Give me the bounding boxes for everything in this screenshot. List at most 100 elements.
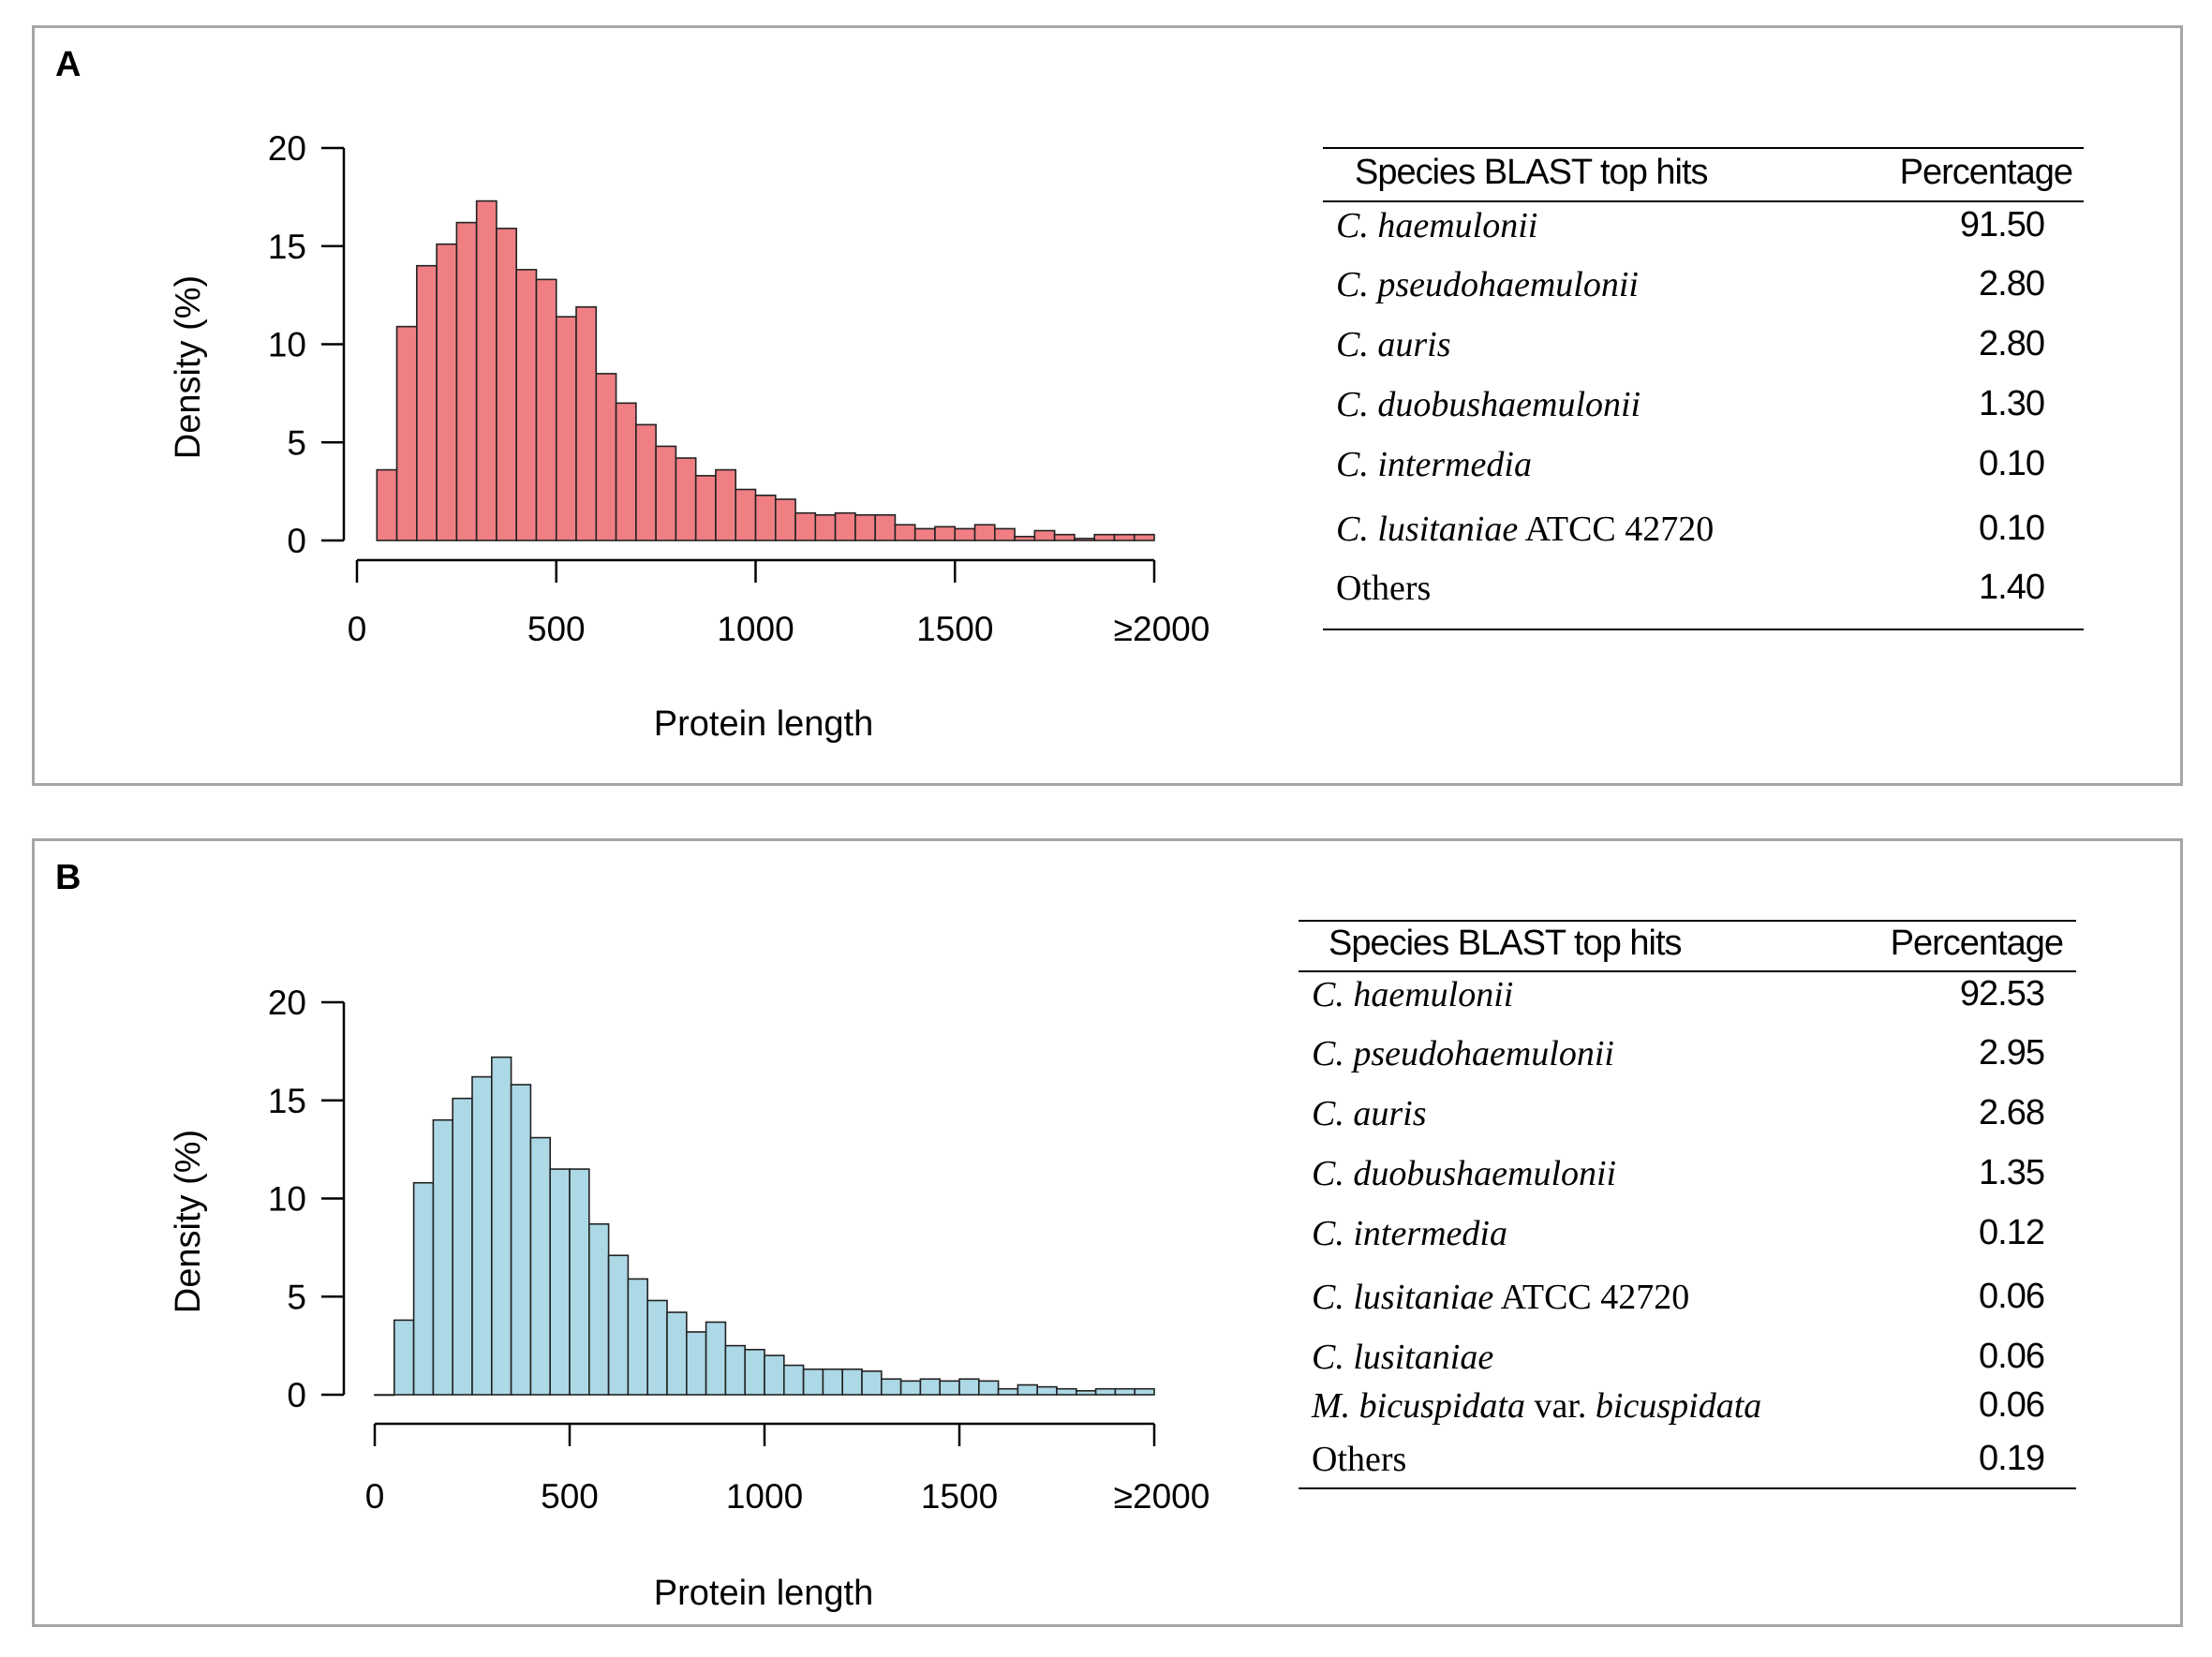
y-axis-title: Density (%) [169,275,208,459]
histogram-bar [412,1181,435,1396]
species-plain: var. [1524,1386,1596,1426]
header-species: Species BLAST top hits [1329,924,1683,963]
species-name: C. auris [1336,324,1450,365]
table-bottom-rule [1323,629,2084,630]
table-row: C. lusitaniae ATCC 42720 0.06 [1299,1277,2076,1324]
x-tick-label: 1000 [717,610,794,648]
histogram-bar [436,243,458,541]
table-header: Species BLAST top hits Percentage [1323,147,2084,202]
percentage-value: 2.80 [1979,264,2045,303]
histogram-bar [1036,1385,1058,1396]
table-row: C. auris 2.68 [1299,1093,2076,1140]
histogram-bar [635,423,657,541]
table-bottom-rule [1299,1487,2076,1489]
percentage-value: 2.95 [1979,1033,2045,1073]
percentage-value: 2.80 [1979,324,2045,363]
species-name: Others [1336,568,1431,609]
species-plain: ATCC 42720 [1493,1278,1690,1317]
percentage-value: 1.35 [1979,1153,2045,1192]
histogram-bar [452,1097,473,1396]
histogram-bar [919,1378,942,1396]
species-name: C. pseudohaemulonii [1312,1033,1614,1074]
species-italic: C. lusitaniae [1336,510,1519,549]
histogram-bar [861,1370,883,1396]
table-row: Others 1.40 [1323,568,2084,614]
histogram-bar [834,511,856,541]
histogram-bar [977,1380,1000,1396]
histogram-bar [575,305,598,541]
histogram-bar [774,498,796,541]
species-italic: C. intermedia [1336,445,1532,484]
table-row: C. lusitaniae 0.06 [1299,1337,2076,1383]
species-italic: C. auris [1312,1094,1427,1133]
species-name: C. auris [1312,1093,1426,1134]
species-name: C. intermedia [1336,444,1532,485]
histogram-bar [666,1311,688,1396]
histogram-bar [587,1222,610,1396]
histogram-bar [529,1136,552,1396]
x-axis-title: Protein length [654,704,874,744]
table-row: C. auris 2.80 [1323,324,2084,371]
histogram-bar [607,1254,630,1396]
panel-a: A 0 5 10 15 20 0 500 1000 1500 ≥2000 Protein lengt… [32,25,2183,786]
histogram-bar [934,525,957,541]
panel-label: A [55,45,82,84]
species-name: C. pseudohaemulonii [1336,264,1639,305]
x-tick-label: 1500 [921,1477,998,1516]
y-tick-label: 0 [287,1376,306,1414]
header-species: Species BLAST top hits [1355,153,1709,192]
histogram-bar [1056,1387,1077,1396]
histogram-bar [535,278,557,541]
histogram-chart: 0 5 10 15 20 0 500 1000 1500 ≥2000 Protein length D… [169,984,1210,1613]
x-tick-label: 1000 [726,1477,803,1516]
percentage-value: 0.10 [1979,444,2045,483]
histogram-bar [627,1278,649,1396]
percentage-value: 0.10 [1979,509,2045,548]
histogram-bar [515,269,538,541]
histogram-bar [997,1387,1019,1396]
y-tick-label: 20 [268,129,306,168]
species-plain: Others [1336,569,1432,608]
table-row: Others 0.19 [1299,1439,2076,1486]
species-name: C. haemulonii [1312,974,1513,1015]
percentage-value: 1.30 [1979,384,2045,423]
histogram-bar [913,527,936,541]
histogram-bar [724,1344,747,1396]
species-italic: C. intermedia [1312,1214,1507,1253]
species-name: M. bicuspidata var. bicuspidata [1312,1385,1761,1427]
histogram-bar [854,513,876,541]
blast-table: Species BLAST top hits Percentage C. hae… [1323,147,2084,672]
header-percentage: Percentage [1890,924,2064,963]
histogram-bar [416,264,438,541]
species-name: C. duobushaemulonii [1336,384,1640,425]
histogram-bar [715,468,737,541]
table-row: C. pseudohaemulonii 2.80 [1323,264,2084,311]
histogram-bar [549,1168,571,1396]
species-name: C. duobushaemulonii [1312,1153,1616,1194]
histogram-bar [432,1118,453,1396]
histogram-bar [744,1349,765,1396]
species-italic: C. duobushaemulonii [1336,385,1641,424]
histogram-bar [1033,529,1056,541]
histogram-bar [490,1056,512,1396]
table-row: C. pseudohaemulonii 2.95 [1299,1033,2076,1080]
species-name: C. lusitaniae ATCC 42720 [1336,509,1714,550]
species-name: C. intermedia [1312,1213,1507,1254]
percentage-value: 0.06 [1979,1277,2045,1316]
species-name: C. haemulonii [1336,205,1537,246]
histogram-chart: 0 5 10 15 20 0 500 1000 1500 ≥2000 Protein length D… [169,129,1210,744]
histogram-bar [376,468,398,541]
y-tick-label: 10 [268,1180,306,1219]
histogram-bar [1133,533,1155,541]
histogram-bar [973,524,996,541]
histogram-bar [471,1075,493,1396]
histogram-bar [899,1380,922,1396]
table-row: C. intermedia 0.12 [1299,1213,2076,1260]
species-italic: C. pseudohaemulonii [1312,1034,1614,1073]
species-italic: C. duobushaemulonii [1312,1154,1617,1193]
histogram-bars [374,1056,1155,1397]
histogram-bar [694,475,717,541]
x-tick-label: ≥2000 [1114,1477,1210,1516]
histogram-bar [1076,1390,1097,1396]
percentage-value: 0.12 [1979,1213,2045,1252]
